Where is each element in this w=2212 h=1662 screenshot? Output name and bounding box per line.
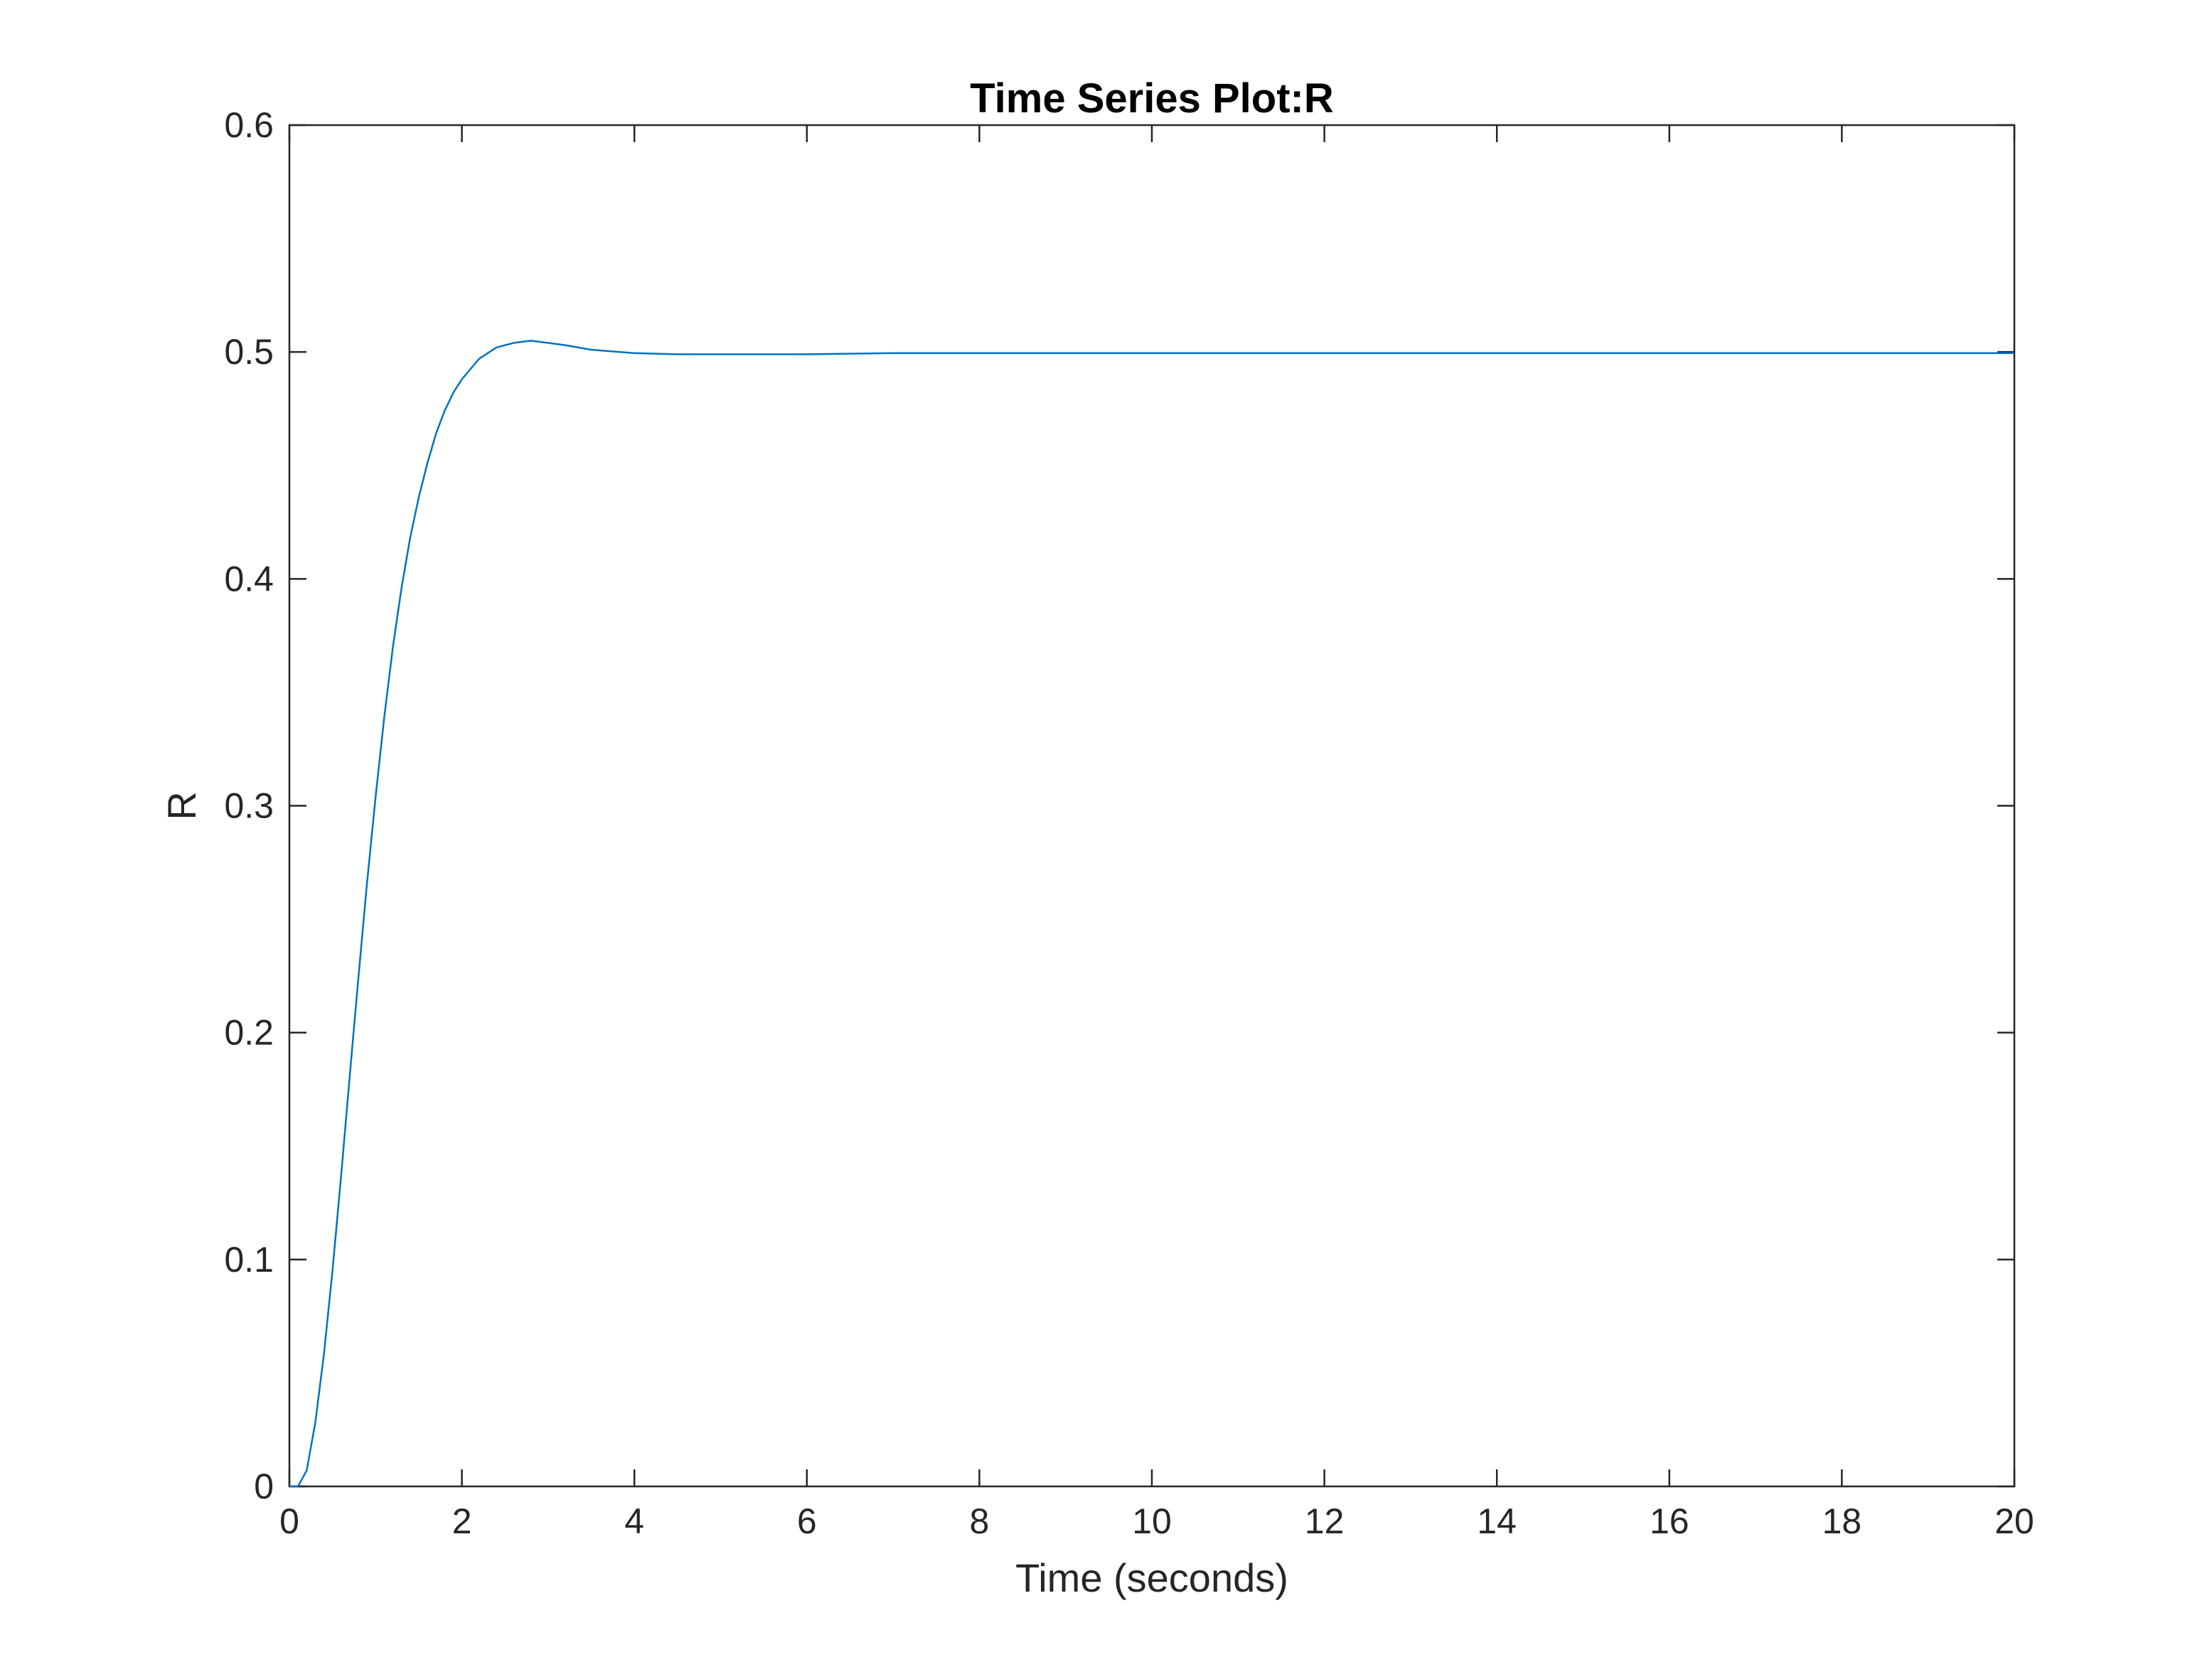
x-tick-label: 12	[1305, 1501, 1345, 1541]
y-axis-label: R	[159, 791, 204, 820]
x-tick-label: 20	[1994, 1501, 2034, 1541]
series-line	[289, 339, 2014, 1488]
x-tick-label: 16	[1650, 1501, 1689, 1541]
chart-title: Time Series Plot:R	[970, 75, 1333, 122]
x-axis-label: Time (seconds)	[1015, 1555, 1288, 1600]
x-tick-label: 6	[797, 1501, 817, 1541]
x-tick-label: 2	[452, 1501, 472, 1541]
y-tick-label: 0.6	[224, 105, 274, 145]
y-tick-label: 0.2	[224, 1013, 274, 1053]
y-tick-label: 0.1	[224, 1240, 274, 1280]
y-tick-label: 0.3	[224, 786, 274, 826]
y-tick-label: 0.5	[224, 332, 274, 372]
x-tick-label: 14	[1477, 1501, 1517, 1541]
plot-area: 0 2 4 6 8 10 12 14 16 18 20 0 0.1 0.2 0.3 0.4 0.5 0.6	[224, 105, 2034, 1541]
x-tick-label: 4	[624, 1501, 644, 1541]
x-tick-label: 10	[1132, 1501, 1172, 1541]
x-tick-label: 8	[969, 1501, 989, 1541]
x-tick-label: 0	[279, 1501, 299, 1541]
y-tick-label: 0	[254, 1467, 274, 1506]
y-tick-label: 0.4	[224, 559, 274, 599]
x-tick-label: 18	[1822, 1501, 1862, 1541]
